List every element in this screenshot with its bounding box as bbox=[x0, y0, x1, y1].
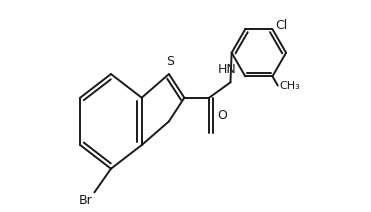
Text: CH₃: CH₃ bbox=[279, 81, 300, 91]
Text: Cl: Cl bbox=[275, 20, 288, 32]
Text: O: O bbox=[218, 109, 227, 122]
Text: Br: Br bbox=[79, 194, 92, 206]
Text: S: S bbox=[166, 55, 174, 68]
Text: HN: HN bbox=[217, 63, 236, 76]
